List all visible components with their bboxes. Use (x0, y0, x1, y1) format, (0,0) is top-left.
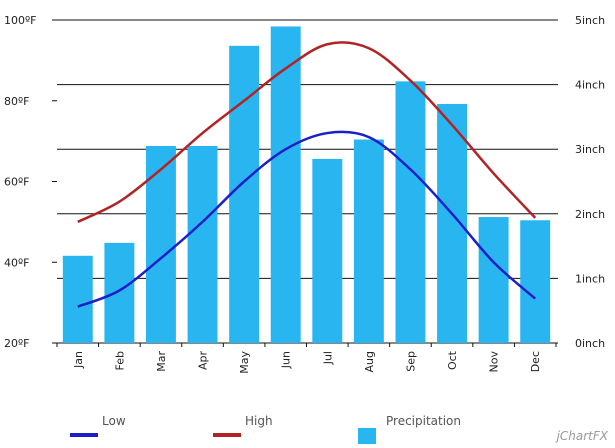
bar-sep (395, 81, 426, 344)
x-tick-label-jul: Jul (321, 351, 334, 365)
right-tick-label-4: 4inch (575, 79, 605, 92)
right-tick-label-2: 2inch (575, 208, 605, 221)
category-labels: Jan Feb Mar Apr May Jun Jul Aug Sep Oct Nov Dec (56, 343, 557, 374)
x-tick-label-sep: Sep (404, 351, 417, 372)
gridlines (57, 19, 558, 344)
bar-jun (270, 26, 301, 344)
line-high (77, 41, 537, 224)
bar-apr (187, 145, 218, 343)
x-tick-label-dec: Dec (529, 351, 542, 372)
x-tick-label-apr: Apr (197, 351, 210, 371)
x-tick-label-jan: Jan (72, 351, 85, 369)
left-tick-label-4: 100ºF (4, 14, 37, 27)
right-axis-ticks: 0inch 1inch 2inch 3inch 4inch 5inch (575, 14, 605, 350)
x-tick-label-nov: Nov (488, 351, 501, 373)
left-tick-label-3: 80ºF (4, 95, 30, 108)
bar-jul (312, 158, 343, 343)
legend-swatch-precipitation (358, 428, 376, 444)
legend-label-precipitation: Precipitation (386, 414, 461, 428)
right-tick-label-0: 0inch (575, 337, 605, 350)
bar-feb (104, 242, 135, 343)
legend-label-low: Low (102, 414, 126, 428)
x-tick-label-jun: Jun (280, 351, 293, 369)
line-low (77, 130, 537, 308)
left-tick-label-0: 20ºF (4, 337, 30, 350)
bar-aug (353, 139, 384, 343)
left-tick-label-1: 40ºF (4, 256, 30, 269)
legend: Low High Precipitation (70, 414, 461, 444)
x-tick-label-aug: Aug (363, 351, 376, 372)
right-tick-label-5: 5inch (575, 14, 605, 27)
bar-may (229, 45, 260, 344)
x-tick-label-may: May (238, 351, 251, 374)
legend-swatch-low (70, 433, 98, 437)
bar-dec (520, 220, 551, 343)
precipitation-bars (62, 26, 551, 344)
bar-mar (145, 145, 176, 343)
right-tick-label-3: 3inch (575, 143, 605, 156)
x-tick-label-feb: Feb (113, 351, 126, 370)
bar-nov (478, 217, 509, 343)
bar-jan (62, 255, 93, 343)
bar-oct (437, 103, 468, 343)
legend-swatch-high (213, 433, 241, 437)
left-axis-ticks: 20ºF 40ºF 60ºF 80ºF 100ºF (4, 14, 57, 350)
brand-watermark: jChartFX (555, 429, 609, 443)
legend-label-high: High (245, 414, 273, 428)
left-tick-label-2: 60ºF (4, 176, 30, 189)
x-tick-label-mar: Mar (155, 351, 168, 372)
temperature-lines (77, 41, 537, 308)
x-tick-label-oct: Oct (446, 350, 459, 370)
right-tick-label-1: 1inch (575, 272, 605, 285)
